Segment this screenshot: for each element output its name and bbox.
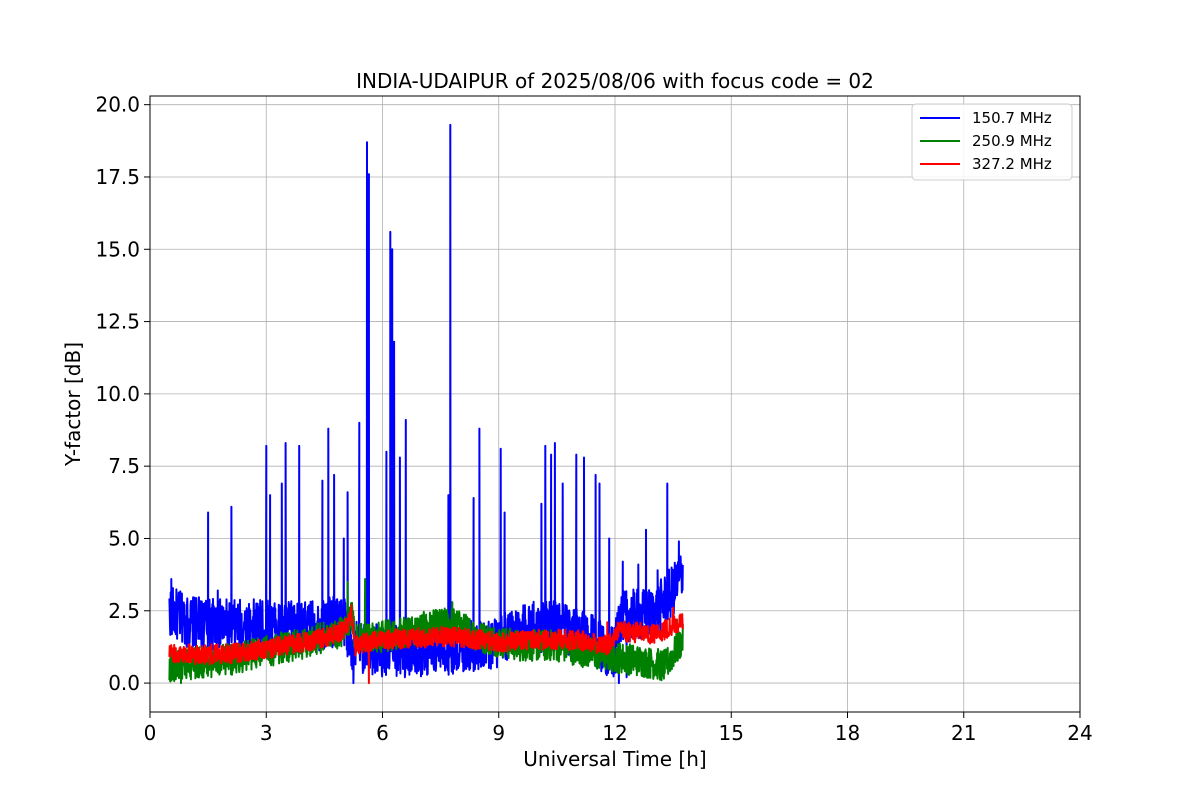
legend-label: 327.2 MHz [972,155,1052,173]
y-tick-label: 10.0 [95,382,140,406]
legend: 150.7 MHz 250.9 MHz 327.2 MHz [911,103,1073,181]
chart-title: INDIA-UDAIPUR of 2025/08/06 with focus c… [356,69,874,93]
y-tick-label: 17.5 [95,165,140,189]
x-tick-label: 18 [835,721,860,745]
y-tick-label: 7.5 [108,454,140,478]
y-tick-label: 15.0 [95,237,140,261]
x-tick-label: 21 [951,721,976,745]
x-tick-label: 0 [144,721,157,745]
y-tick-label: 5.0 [108,526,140,550]
series-line [168,604,684,685]
y-tick-label: 0.0 [108,671,140,695]
x-tick-label: 9 [492,721,505,745]
legend-label: 250.9 MHz [972,132,1052,150]
axis-ticks: 0 3 6 9 12 15 18 21 24 0.0 2.5 5.0 7.5 10.0 12.5 15.0 17… [95,93,1092,745]
y-tick-label: 2.5 [108,599,140,623]
x-tick-label: 15 [719,721,744,745]
y-axis-label: Y-factor [dB] [61,342,85,467]
legend-box [911,103,1073,181]
x-tick-label: 6 [376,721,389,745]
x-tick-label: 24 [1067,721,1092,745]
x-axis-label: Universal Time [h] [523,747,706,771]
legend-label: 150.7 MHz [972,109,1052,127]
series-lines [168,123,684,685]
y-tick-label: 20.0 [95,93,140,117]
x-tick-label: 3 [260,721,273,745]
y-tick-label: 12.5 [95,310,140,334]
x-tick-label: 12 [602,721,627,745]
